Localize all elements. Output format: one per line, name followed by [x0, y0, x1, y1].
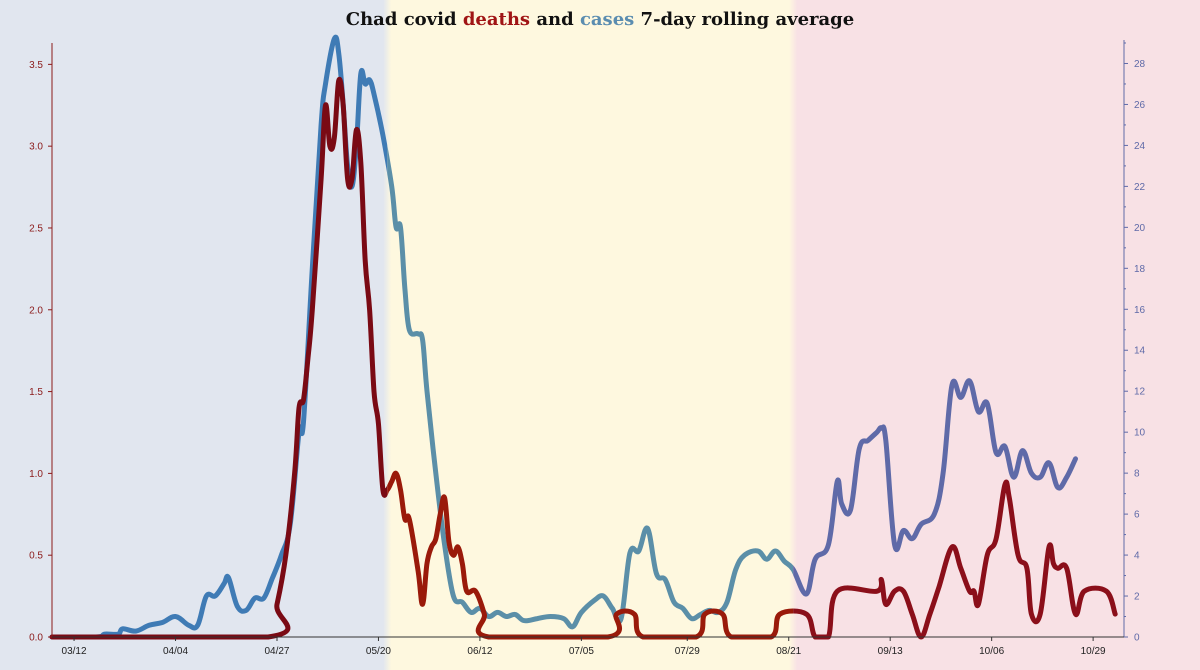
x-tick-label-7: 07/29	[675, 646, 700, 657]
y-right-tick-label-4: 6	[1134, 510, 1140, 521]
band-blend-2	[789, 0, 798, 670]
y-right-tick-label-7: 12	[1134, 387, 1146, 398]
x-tick-label-4: 05/20	[366, 646, 391, 657]
y-right-tick-label-14: 26	[1134, 100, 1146, 111]
y-left-tick-label-6: 2.5	[29, 223, 43, 234]
x-tick-label-2: 04/04	[163, 646, 188, 657]
series-line-cases-segment-3	[793, 378, 1078, 597]
y-right-tick-label-6: 10	[1134, 428, 1146, 439]
background-band-1	[0, 0, 388, 670]
x-tick-label-8: 08/21	[776, 646, 801, 657]
x-tick-label-3: 04/27	[264, 646, 289, 657]
series-deaths	[49, 76, 1118, 640]
series-line-cases-segment-1	[49, 34, 388, 640]
background-band-2	[387, 0, 794, 670]
y-left-tick-label-2: 0.5	[29, 551, 43, 562]
title-cases-word: cases	[580, 9, 634, 30]
series-layer	[49, 34, 1118, 640]
axes-layer	[51, 40, 1125, 638]
series-line-cases-segment-2	[387, 145, 794, 630]
series-line-deaths-segment-2	[387, 470, 794, 640]
background-band-3	[793, 0, 1200, 670]
title-deaths-word: deaths	[463, 9, 530, 30]
y-left-tick-label-4: 1.5	[29, 387, 43, 398]
y-left-tick-label-7: 3.0	[29, 142, 43, 153]
x-tick-label-11: 10/29	[1081, 646, 1106, 657]
ticks-layer: 03/12 04/04 04/27 05/20 06/12 07/05 07/29 08/21…	[29, 42, 1146, 657]
y-right-tick-label-3: 4	[1134, 551, 1140, 562]
y-right-tick-label-12: 22	[1134, 182, 1146, 193]
x-tick-label-9: 09/13	[878, 646, 903, 657]
x-tick-label-1: 03/12	[62, 646, 87, 657]
y-right-tick-label-11: 20	[1134, 223, 1146, 234]
y-right-tick-label-2: 2	[1134, 592, 1140, 603]
band-blend-1	[383, 0, 392, 670]
chart-title: Chad covid deaths and cases 7-day rollin…	[346, 9, 854, 30]
y-left-tick-label-1: 0.0	[29, 633, 43, 644]
y-left-tick-label-5: 2.0	[29, 305, 43, 316]
y-right-tick-label-9: 16	[1134, 305, 1146, 316]
x-tick-label-10: 10/06	[979, 646, 1004, 657]
y-left-tick-label-8: 3.5	[29, 60, 43, 71]
y-right-tick-label-1: 0	[1134, 633, 1140, 644]
y-right-tick-label-15: 28	[1134, 59, 1146, 70]
x-tick-label-6: 07/05	[569, 646, 594, 657]
title-suffix: 7-day rolling average	[634, 9, 854, 30]
y-right-tick-label-5: 8	[1134, 469, 1140, 480]
y-right-tick-label-8: 14	[1134, 346, 1146, 357]
title-prefix: Chad covid	[346, 9, 463, 30]
y-right-tick-label-10: 18	[1134, 264, 1146, 275]
series-line-deaths-segment-1	[49, 76, 388, 640]
x-tick-label-5: 06/12	[467, 646, 492, 657]
series-line-deaths-segment-3	[793, 479, 1118, 640]
y-right-tick-label-13: 24	[1134, 141, 1146, 152]
y-left-tick-label-3: 1.0	[29, 469, 43, 480]
series-cases	[49, 34, 1078, 640]
title-middle: and	[530, 9, 580, 30]
